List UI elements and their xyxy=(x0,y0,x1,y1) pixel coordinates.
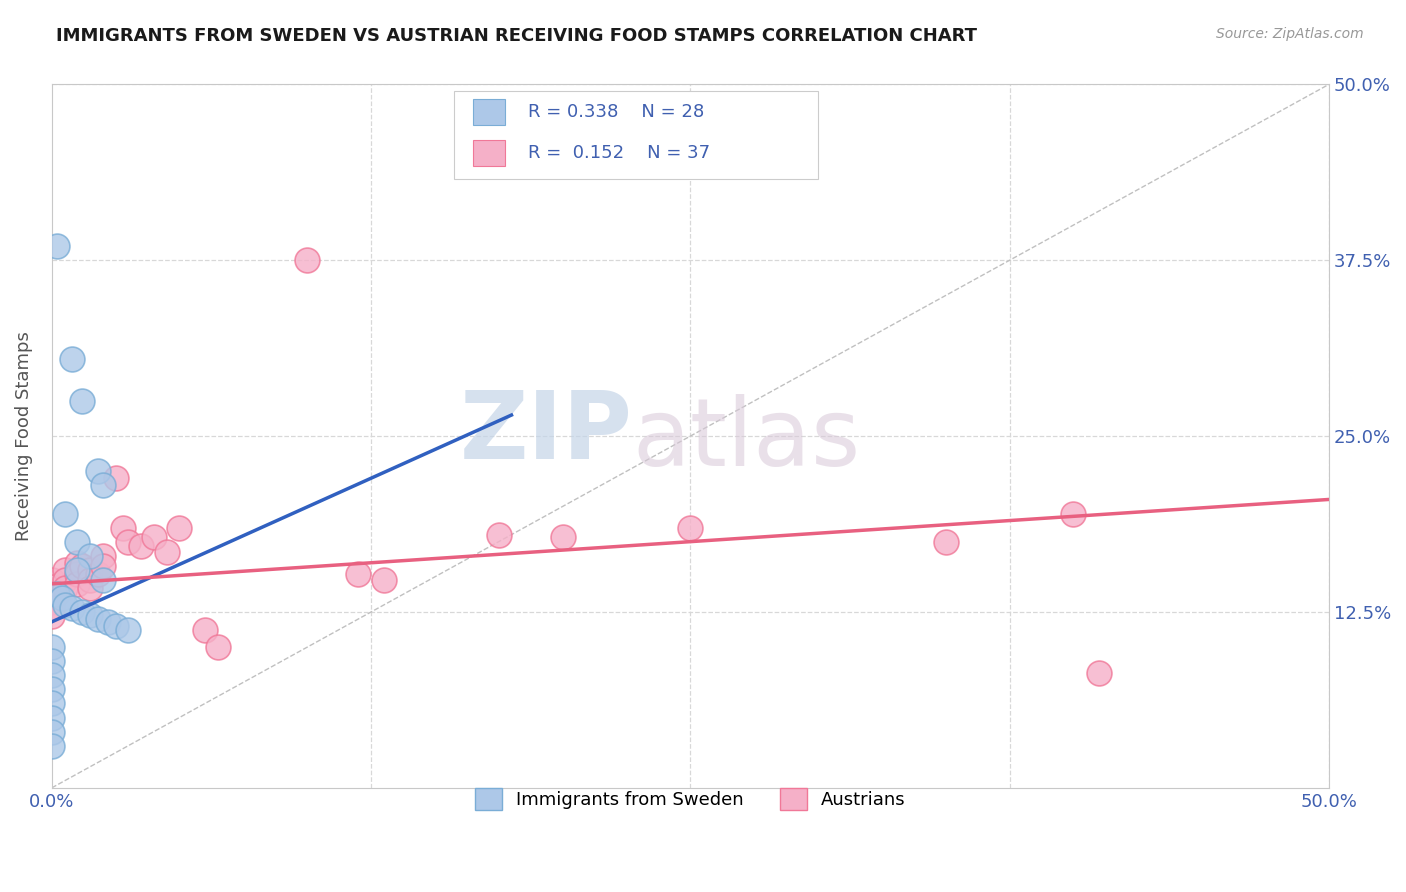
Point xyxy=(295,253,318,268)
Point xyxy=(53,581,76,595)
Point xyxy=(79,549,101,563)
Y-axis label: Receiving Food Stamps: Receiving Food Stamps xyxy=(15,331,32,541)
Point xyxy=(41,640,63,655)
Point xyxy=(79,581,101,595)
Point xyxy=(1088,665,1111,680)
Point xyxy=(194,624,217,638)
Point xyxy=(60,351,83,366)
Point xyxy=(41,587,63,601)
Point xyxy=(66,567,89,582)
Point xyxy=(104,619,127,633)
Point xyxy=(60,600,83,615)
Point xyxy=(87,567,110,582)
Point xyxy=(87,464,110,478)
Point xyxy=(79,573,101,587)
Point xyxy=(66,577,89,591)
Point xyxy=(66,556,89,570)
Point xyxy=(373,573,395,587)
Point xyxy=(91,549,114,563)
Text: atlas: atlas xyxy=(633,393,860,485)
Point xyxy=(79,563,101,577)
Text: IMMIGRANTS FROM SWEDEN VS AUSTRIAN RECEIVING FOOD STAMPS CORRELATION CHART: IMMIGRANTS FROM SWEDEN VS AUSTRIAN RECEI… xyxy=(56,27,977,45)
Point xyxy=(679,520,702,534)
Point xyxy=(117,624,139,638)
Point xyxy=(51,591,73,605)
Bar xyxy=(474,98,505,125)
Point xyxy=(129,539,152,553)
Point xyxy=(41,595,63,609)
Text: Source: ZipAtlas.com: Source: ZipAtlas.com xyxy=(1216,27,1364,41)
Point xyxy=(41,573,63,587)
Point xyxy=(97,615,120,629)
Point xyxy=(66,534,89,549)
Point xyxy=(53,563,76,577)
Point xyxy=(112,520,135,534)
Bar xyxy=(474,140,505,166)
Point xyxy=(41,600,63,615)
Point xyxy=(156,544,179,558)
FancyBboxPatch shape xyxy=(454,92,818,179)
Point xyxy=(53,598,76,612)
Point xyxy=(41,654,63,668)
Point xyxy=(72,558,94,573)
Point xyxy=(169,520,191,534)
Point xyxy=(41,609,63,624)
Point xyxy=(1062,507,1084,521)
Point xyxy=(142,531,165,545)
Point xyxy=(79,607,101,622)
Point xyxy=(45,239,67,253)
Point xyxy=(41,668,63,682)
Point xyxy=(91,573,114,587)
Point xyxy=(41,697,63,711)
Point xyxy=(41,739,63,753)
Text: ZIP: ZIP xyxy=(460,386,633,479)
Point xyxy=(117,534,139,549)
Point xyxy=(935,534,957,549)
Text: R = 0.338    N = 28: R = 0.338 N = 28 xyxy=(529,103,704,120)
Point xyxy=(91,558,114,573)
Point xyxy=(347,567,370,582)
Point xyxy=(72,605,94,619)
Point xyxy=(488,527,510,541)
Point xyxy=(551,531,574,545)
Point xyxy=(41,724,63,739)
Point xyxy=(45,587,67,601)
Point xyxy=(53,573,76,587)
Point xyxy=(41,710,63,724)
Legend: Immigrants from Sweden, Austrians: Immigrants from Sweden, Austrians xyxy=(460,773,921,824)
Point xyxy=(72,394,94,409)
Point xyxy=(104,471,127,485)
Point xyxy=(91,478,114,492)
Point xyxy=(87,612,110,626)
Point xyxy=(53,507,76,521)
Text: R =  0.152    N = 37: R = 0.152 N = 37 xyxy=(529,144,710,162)
Point xyxy=(41,580,63,594)
Point xyxy=(66,563,89,577)
Point xyxy=(41,682,63,697)
Point xyxy=(207,640,229,655)
